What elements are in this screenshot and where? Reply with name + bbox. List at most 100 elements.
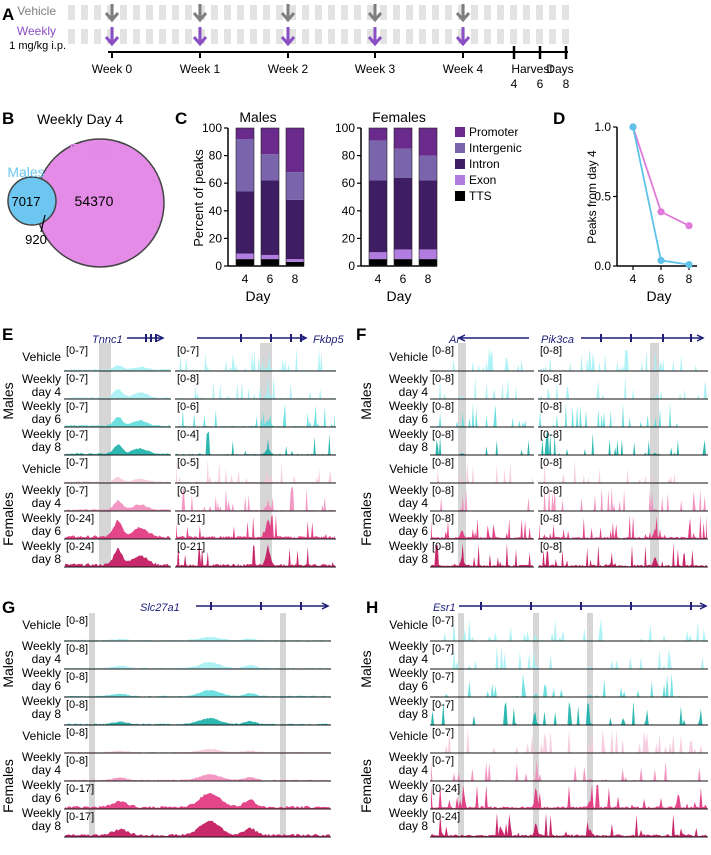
signal-track — [65, 748, 330, 753]
signal-track — [65, 519, 170, 539]
g-row-label: Weekly — [22, 778, 61, 792]
track-scale-label: [0-8] — [540, 345, 562, 357]
bar-segment-exon — [369, 252, 387, 260]
signal-track — [431, 489, 533, 511]
signal-track — [65, 689, 330, 697]
g-row-label: day 4 — [32, 652, 62, 666]
signal-track — [65, 417, 170, 427]
timeline-dash — [133, 5, 140, 20]
weekly-arrow-icon — [367, 27, 383, 47]
exon-block — [480, 602, 482, 610]
timeline-dash — [120, 5, 127, 20]
timeline-dash — [354, 5, 361, 20]
timeline-dash — [354, 29, 361, 44]
panel-letter-d: D — [553, 109, 565, 128]
bar-segment-intron — [394, 177, 412, 250]
d-series-line — [632, 126, 690, 266]
timeline-dash — [263, 29, 270, 44]
d-line-chart: 0.0 0.5 1.0 4 6 8 — [594, 120, 697, 286]
track-scale-label: [0-8] — [432, 373, 454, 385]
bar-segment-promoter — [419, 128, 437, 156]
bar-segment-intergenic — [261, 154, 279, 181]
timeline-dash — [562, 5, 569, 20]
timeline-dash — [159, 29, 166, 44]
d-data-point — [685, 261, 693, 269]
d-data-point — [657, 208, 665, 216]
vehicle-arrow-icon — [280, 4, 296, 23]
g-row-label: day 8 — [32, 819, 62, 833]
harvest-label: Harvest — [511, 62, 553, 76]
g-row-label: Weekly — [22, 666, 61, 680]
ef-row-label: Weekly — [22, 483, 61, 497]
bar-segment-promoter — [394, 128, 412, 149]
timeline-dash — [497, 5, 504, 20]
overlap-count: 920 — [25, 232, 47, 247]
signal-track — [431, 673, 707, 697]
signal-track — [431, 785, 707, 809]
venn-title: Weekly Day 4 — [37, 111, 123, 127]
signal-track — [65, 547, 170, 567]
bar-segment-tts — [236, 259, 254, 266]
signal-track — [65, 820, 330, 837]
timeline-dash — [471, 29, 478, 44]
bar-outline — [418, 127, 438, 267]
injection-arrows — [104, 4, 471, 47]
females-stacked-bars: 0 20 40 60 80 100 4 6 8 — [335, 121, 438, 286]
g-row-label: day 6 — [32, 679, 62, 693]
males-bar-title: Males — [239, 109, 276, 125]
males-venn-label: Males — [7, 164, 44, 180]
c-y-tick-label: 80 — [342, 149, 356, 163]
timeline-dash — [393, 5, 400, 20]
timeline-dash — [146, 29, 153, 44]
dose-label: 1 mg/kg i.p. — [9, 40, 66, 52]
c-x-tick-label: 8 — [425, 272, 432, 286]
bar-segment-intergenic — [236, 139, 254, 192]
exon-block — [150, 334, 152, 342]
timeline-dash — [250, 5, 257, 20]
timeline-dash — [211, 29, 218, 44]
bar-outline — [368, 127, 388, 267]
f-row-label: day 6 — [399, 524, 429, 538]
panel-d: D Peaks from day 4 0.0 0.5 1.0 4 6 8 Day — [553, 109, 697, 304]
timeline-dash — [276, 29, 283, 44]
signal-track — [65, 389, 170, 399]
c-y-axis-label: Percent of peaks — [191, 149, 206, 247]
timeline-dash — [549, 5, 556, 20]
signal-track — [431, 758, 707, 781]
ef-females-group-label: Females — [0, 492, 16, 546]
signal-track — [176, 403, 335, 427]
track-scale-label: [0-8] — [432, 429, 454, 441]
track-scale-label: [0-8] — [432, 513, 454, 525]
exon-block — [530, 602, 532, 610]
g-males-group-label: Males — [0, 650, 16, 687]
signal-track — [539, 432, 707, 455]
d-data-point — [657, 256, 665, 265]
d-y-tick-label: 0.0 — [594, 259, 611, 273]
signal-track — [65, 774, 330, 781]
harvest-day-6: 6 — [537, 77, 544, 91]
females-bar-title: Females — [372, 109, 426, 125]
exon-block — [300, 602, 302, 610]
f-row-label: day 8 — [399, 440, 429, 454]
panel-b: B Weekly Day 4 Females Males 7017 54370 … — [2, 109, 165, 268]
track-scale-label: [0-21] — [177, 513, 205, 525]
timeline-dash — [237, 29, 244, 44]
legend-swatch-tts — [455, 191, 465, 201]
signal-track — [176, 431, 335, 455]
bar-segment-exon — [286, 259, 304, 262]
weekly-arrow-icon — [104, 27, 120, 47]
track-scale-label: [0-6] — [177, 401, 199, 413]
weekly-arrow-icon — [280, 27, 296, 47]
h-row-label: day 8 — [399, 707, 429, 721]
timeline-dash — [133, 29, 140, 44]
signal-track — [176, 487, 335, 511]
c-y-tick-label: 0 — [348, 259, 355, 273]
h-row-label: Vehicle — [389, 729, 428, 743]
timeline-dash — [94, 5, 101, 20]
track-scale-label: [0-7] — [432, 755, 454, 767]
signal-track — [65, 444, 170, 455]
track-scale-label: [0-8] — [540, 429, 562, 441]
f-row-label: day 8 — [399, 552, 429, 566]
f-row-label: Vehicle — [389, 462, 428, 476]
